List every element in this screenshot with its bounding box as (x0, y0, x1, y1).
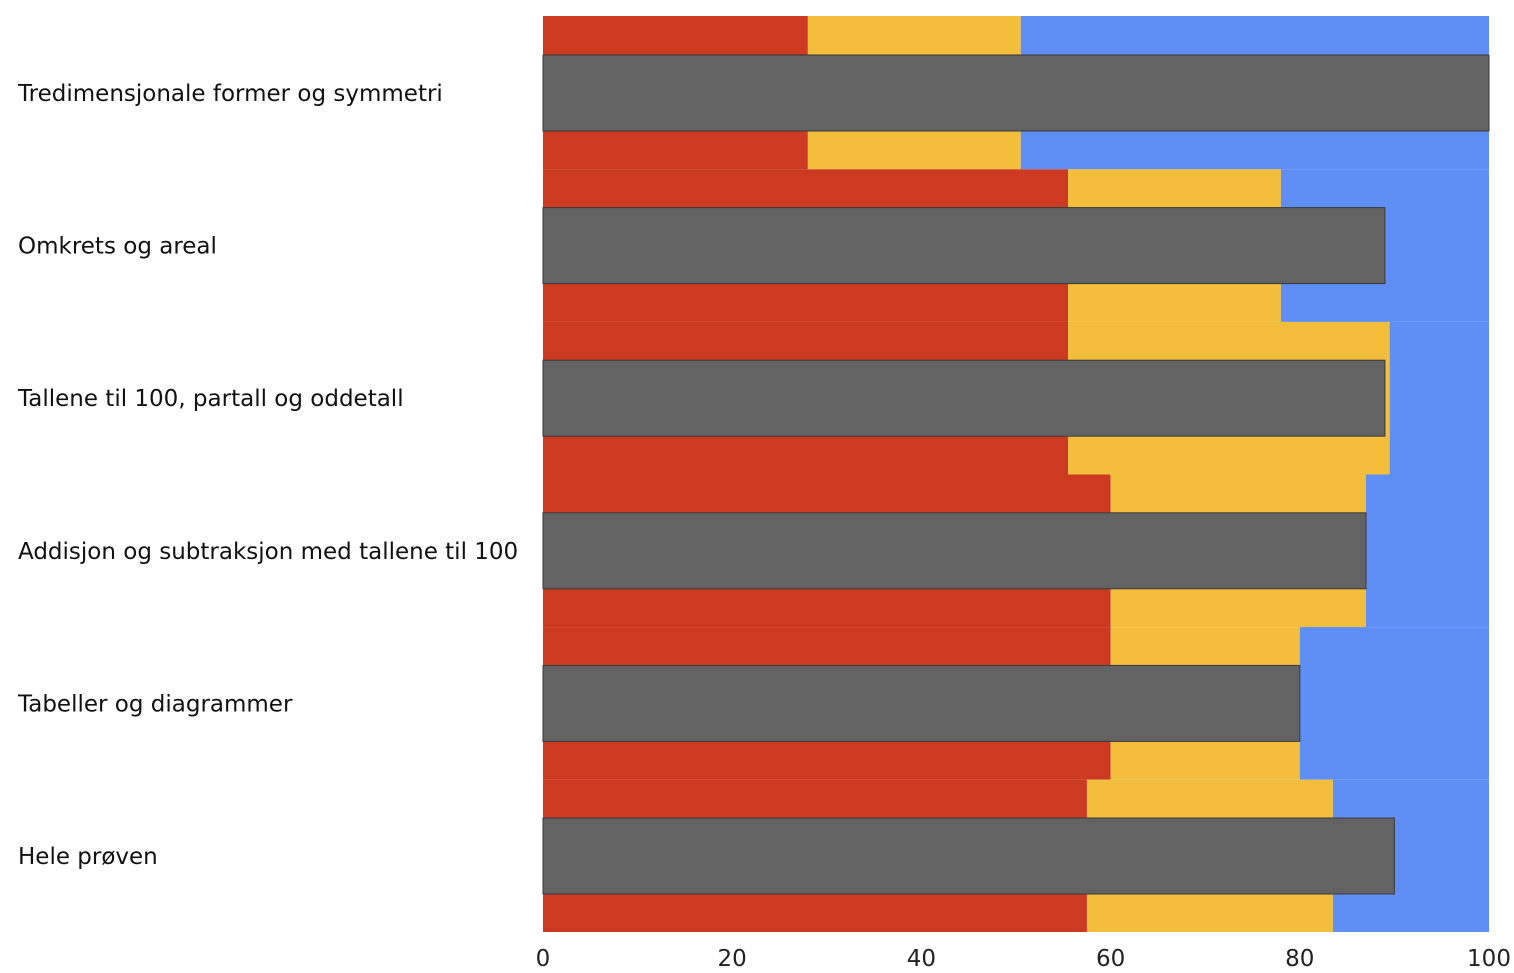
performance-bands (543, 16, 1489, 932)
x-tick-label: 100 (1467, 946, 1511, 972)
score-bars (542, 54, 1490, 895)
x-tick-label: 60 (1096, 946, 1125, 972)
score-bar (542, 817, 1395, 895)
category-labels: Tredimensjonale former og symmetri Omkret… (17, 81, 518, 870)
band-high-segment (1299, 627, 1489, 780)
category-label: Tredimensjonale former og symmetri (17, 81, 443, 107)
x-tick-label: 40 (907, 946, 936, 972)
x-tick-label: 80 (1285, 946, 1314, 972)
score-bar (542, 664, 1301, 742)
category-label: Omkrets og areal (18, 234, 217, 260)
x-tick-label: 0 (536, 946, 551, 972)
score-bar (542, 512, 1367, 590)
score-bar (542, 207, 1386, 285)
x-tick-label: 20 (718, 946, 747, 972)
category-label: Tallene til 100, partall og oddetall (17, 386, 404, 412)
band-high-segment (1366, 474, 1489, 628)
score-bar (542, 54, 1490, 132)
x-axis: 0 20 40 60 80 100 (536, 946, 1511, 972)
category-label: Hele prøven (18, 844, 158, 870)
category-label: Tabeller og diagrammer (17, 691, 293, 717)
band-high-segment (1389, 321, 1489, 475)
category-label: Addisjon og subtraksjon med tallene til … (18, 539, 518, 565)
score-bar (542, 359, 1386, 437)
